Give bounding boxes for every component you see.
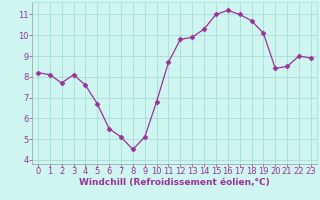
X-axis label: Windchill (Refroidissement éolien,°C): Windchill (Refroidissement éolien,°C)	[79, 178, 270, 187]
